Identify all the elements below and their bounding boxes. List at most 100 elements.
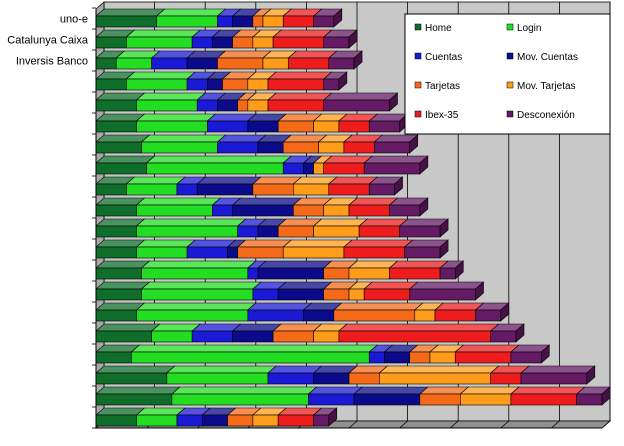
bar-segment — [277, 120, 314, 133]
bar-segment — [313, 162, 324, 175]
bar-segment — [95, 78, 127, 91]
bar-segment-top — [231, 197, 303, 206]
bar-end-face — [348, 29, 358, 49]
bar-segment — [252, 183, 294, 196]
chart-category-labels: uno-e Catalunya Caixa Inversis Banco — [7, 14, 89, 68]
bar-segment-top — [307, 386, 363, 395]
bar-segment-top — [171, 386, 318, 395]
bar-segment — [277, 225, 314, 238]
gridline-floor — [399, 420, 408, 429]
bar-segment — [136, 246, 188, 259]
bar-segment — [409, 288, 476, 301]
bar-segment — [348, 288, 365, 301]
bar-segment — [419, 393, 461, 406]
bar-segment — [409, 351, 431, 364]
bar-segment — [277, 288, 325, 301]
bar-segment — [429, 351, 456, 364]
legend-swatch — [506, 110, 514, 118]
bar-segment — [323, 204, 350, 217]
category-label: uno-e — [60, 14, 88, 26]
bar-segment — [201, 414, 228, 427]
bar-segment-top — [236, 239, 293, 248]
bar-segment-top — [155, 8, 227, 17]
bar-segment-top — [322, 92, 399, 101]
bar-segment — [353, 393, 421, 406]
bar-segment — [510, 393, 578, 406]
bar-segment — [272, 36, 325, 49]
bar-segment — [308, 393, 355, 406]
bar-segment — [490, 330, 517, 343]
bar-segment — [303, 309, 335, 322]
bar-segment — [252, 15, 264, 28]
bar-segment-top — [348, 197, 399, 206]
bar-segment-top — [95, 92, 146, 101]
bar-segment — [490, 372, 522, 385]
legend-swatch — [414, 52, 422, 60]
bar-segment — [252, 288, 279, 301]
bar-segment-top — [510, 386, 586, 395]
bar-segment — [414, 309, 436, 322]
bar-segment-top — [272, 29, 333, 38]
bar-segment-top — [135, 302, 257, 311]
legend-swatch — [506, 81, 514, 89]
bar-segment — [141, 267, 249, 280]
bar-segment — [252, 36, 274, 49]
bar-segment-top — [95, 281, 151, 290]
bar-segment-top — [125, 29, 201, 38]
bar-segment — [247, 78, 269, 91]
bar-segment — [95, 99, 137, 112]
bar-segment — [257, 141, 284, 154]
bar-segment — [399, 225, 441, 238]
bar-end-face — [394, 176, 403, 196]
bar-segment-top — [272, 323, 323, 332]
bar-segment — [217, 99, 238, 112]
bar-segment — [222, 78, 249, 91]
bar-segment — [348, 204, 390, 217]
bar-segment-top — [277, 281, 333, 290]
bar-segment — [191, 330, 233, 343]
bar-end-face — [328, 407, 338, 427]
bar-segment — [368, 120, 400, 133]
bar-segment-top — [186, 239, 237, 248]
bar-end-face — [389, 92, 398, 112]
bar-segment — [313, 225, 360, 238]
bar-segment — [287, 57, 330, 70]
bar-segment — [95, 246, 137, 259]
bar-segment — [151, 330, 193, 343]
bar-segment — [247, 120, 279, 133]
bar-end-face — [338, 71, 348, 91]
bar-segment-top — [95, 365, 176, 374]
bar-segment — [95, 372, 168, 385]
bar-segment-top — [95, 302, 146, 311]
bar-segment-top — [388, 260, 449, 269]
bar-segment — [217, 15, 233, 28]
bar-segment-top — [267, 92, 333, 101]
category-label: Inversis Banco — [16, 56, 88, 68]
bar-segment — [282, 246, 345, 259]
bar-segment — [323, 267, 350, 280]
legend-swatch — [414, 81, 422, 89]
bar-segment-top — [95, 239, 146, 248]
bar-segment — [313, 120, 340, 133]
bar-segment-top — [140, 281, 262, 290]
bar-segment-top — [135, 113, 217, 122]
bar-segment-top — [135, 92, 206, 101]
bar-segment-top — [322, 155, 373, 164]
bar-segment-top — [95, 218, 146, 227]
bar-segment — [439, 267, 456, 280]
bar-segment — [126, 183, 178, 196]
bar-segment-top — [95, 113, 146, 122]
bar-segment — [303, 162, 314, 175]
legend-swatch — [414, 23, 422, 31]
bar-segment — [217, 141, 259, 154]
bar-segment — [323, 162, 365, 175]
bar-segment — [384, 351, 411, 364]
legend-swatch — [414, 110, 422, 118]
bar-end-face — [333, 8, 343, 28]
bar-segment-top — [454, 344, 520, 353]
bar-segment — [257, 267, 325, 280]
bar-segment — [191, 36, 213, 49]
bar-segment — [363, 288, 411, 301]
bar-segment — [95, 183, 127, 196]
bar-segment — [282, 141, 319, 154]
